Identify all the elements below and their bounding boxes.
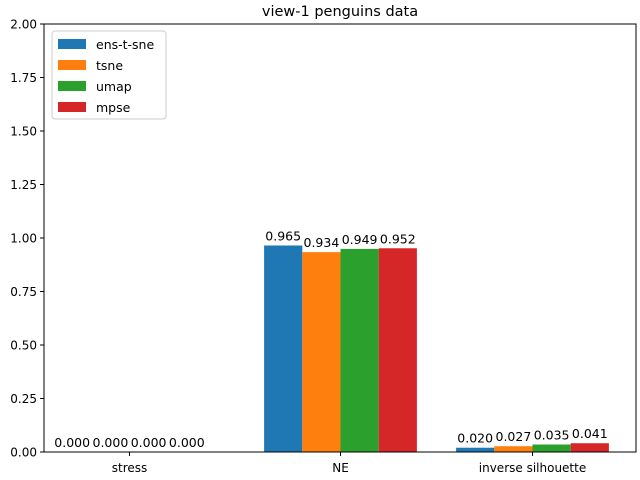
bar-ens-t-sne-NE	[264, 245, 303, 452]
legend-label: tsne	[96, 58, 123, 73]
bar-mpse-NE	[378, 248, 417, 452]
x-tick-label: inverse silhouette	[479, 461, 586, 475]
data-label: 0.027	[496, 429, 532, 444]
bars-layer	[264, 245, 609, 452]
x-tick-label: stress	[112, 461, 148, 475]
y-tick-label: 1.50	[10, 125, 37, 139]
data-label: 0.041	[572, 426, 608, 441]
data-label: 0.000	[93, 435, 129, 450]
legend-label: ens-t-sne	[96, 37, 154, 52]
legend-label: umap	[96, 79, 132, 94]
data-label: 0.949	[342, 232, 378, 247]
x-tick-label: NE	[332, 461, 349, 475]
y-tick-label: 2.00	[10, 18, 37, 32]
data-label: 0.934	[304, 235, 340, 250]
bar-ens-t-sne-inverse-silhouette	[456, 447, 495, 452]
y-tick-label: 0.00	[10, 446, 37, 460]
chart-title: view-1 penguins data	[262, 4, 418, 20]
legend-swatch-umap	[58, 81, 86, 91]
bar-tsne-inverse-silhouette	[494, 446, 533, 452]
y-tick-label: 1.00	[10, 232, 37, 246]
y-tick-label: 0.75	[10, 285, 37, 299]
legend-swatch-tsne	[58, 60, 86, 70]
data-label: 0.965	[265, 228, 301, 243]
legend: ens-t-sne tsne umap mpse	[51, 30, 167, 120]
axes: 0.00 0.25 0.50 0.75 1.00 1.25 1.50 1.75 2.00 stre…	[10, 18, 637, 475]
data-labels-layer: 0.000 0.965 0.020 0.000 0.934 0.027 0.000 0.949…	[54, 228, 607, 450]
data-label: 0.035	[534, 428, 570, 443]
y-tick-label: 0.25	[10, 392, 37, 406]
bar-umap-inverse-silhouette	[532, 444, 571, 452]
bar-mpse-inverse-silhouette	[570, 443, 609, 452]
data-label: 0.020	[457, 431, 493, 446]
legend-box	[51, 30, 167, 120]
bar-umap-NE	[340, 248, 379, 452]
y-tick-label: 1.25	[10, 178, 37, 192]
bar-tsne-NE	[302, 252, 341, 452]
data-label: 0.952	[380, 231, 416, 246]
legend-label: mpse	[96, 100, 131, 115]
y-tick-label: 1.75	[10, 71, 37, 85]
y-tick-label: 0.50	[10, 339, 37, 353]
data-label: 0.000	[169, 435, 205, 450]
legend-swatch-mpse	[58, 102, 86, 112]
legend-swatch-ens-t-sne	[58, 39, 86, 49]
data-label: 0.000	[54, 435, 90, 450]
data-label: 0.000	[131, 435, 167, 450]
